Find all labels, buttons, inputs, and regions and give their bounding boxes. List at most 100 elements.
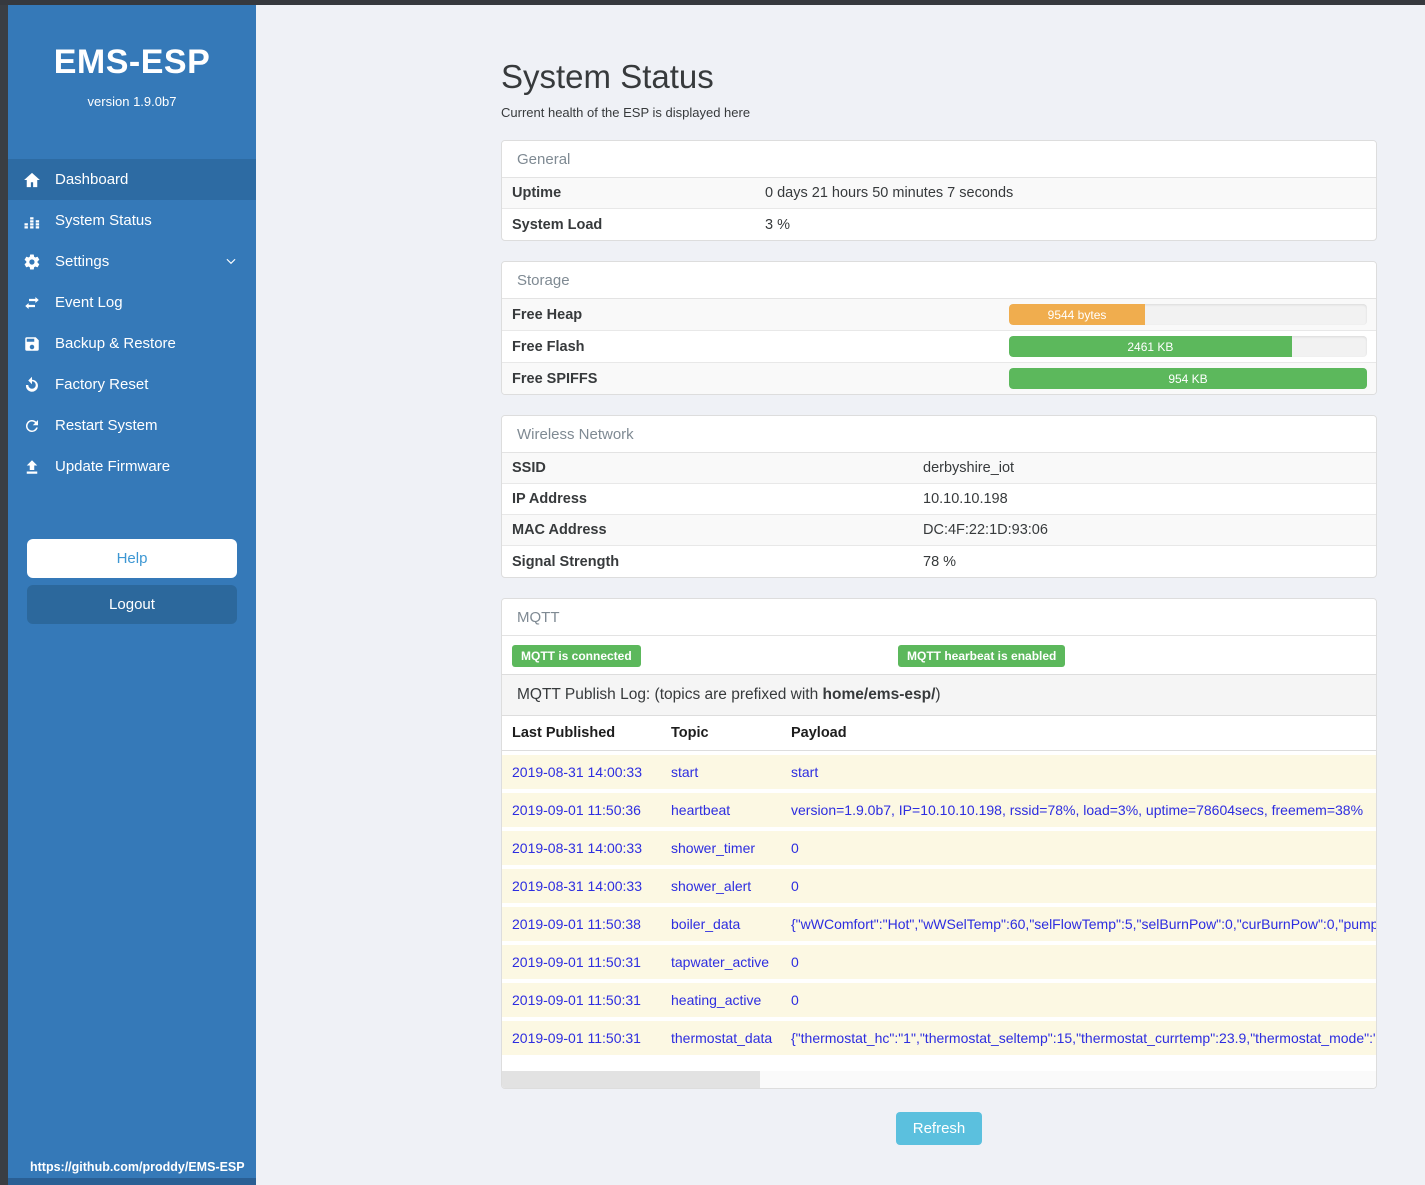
page-subtitle: Current health of the ESP is displayed h… (501, 105, 751, 120)
sidebar-item-dashboard[interactable]: Dashboard (8, 159, 256, 200)
cell-date: 2019-08-31 14:00:33 (512, 840, 642, 856)
app-title: EMS-ESP (53, 43, 211, 81)
table-row: Free Heap 9544 bytes (502, 299, 1376, 331)
wireless-panel: Wireless Network SSID derbyshire_iot IP … (501, 415, 1377, 578)
cell-payload: 0 (791, 954, 799, 970)
table-row: 2019-09-01 11:50:31 heating_active 0 (502, 979, 1376, 1017)
row-label: MAC Address (512, 522, 607, 538)
rotate-left-icon (22, 375, 42, 395)
sidebar-bottom-bar (8, 1178, 256, 1185)
refresh-icon (22, 416, 42, 436)
sidebar-item-label: Dashboard (55, 171, 129, 188)
sidebar-item-label: Event Log (55, 294, 123, 311)
sidebar-item-update-firmware[interactable]: Update Firmware (8, 446, 256, 487)
cell-date: 2019-09-01 11:50:31 (512, 992, 641, 1008)
sidebar-item-label: Settings (55, 253, 110, 270)
cell-payload: {"thermostat_hc":"1","thermostat_seltemp… (791, 1030, 1376, 1046)
table-row: 2019-09-01 11:50:36 heartbeat version=1.… (502, 789, 1376, 827)
table-row: Free Flash 2461 KB (502, 331, 1376, 363)
cell-date: 2019-08-31 14:00:33 (512, 878, 642, 894)
upload-icon (22, 457, 42, 477)
wireless-panel-title: Wireless Network (502, 416, 1376, 453)
main-content: System Status Current health of the ESP … (256, 5, 1425, 1185)
progress-label: 954 KB (1168, 371, 1208, 386)
row-value: derbyshire_iot (923, 460, 1015, 476)
cell-topic: heating_active (671, 992, 762, 1008)
cell-topic: start (671, 764, 699, 780)
table-row: 2019-08-31 14:00:33 start start (502, 751, 1376, 789)
general-panel-title: General (502, 141, 1376, 178)
sidebar-item-event-log[interactable]: Event Log (8, 282, 256, 323)
row-label: Free SPIFFS (512, 370, 598, 387)
mqtt-panel: MQTT MQTT is connected MQTT hearbeat is … (501, 598, 1377, 1089)
table-row: Signal Strength 78 % (502, 546, 1376, 577)
table-row: System Load 3 % (502, 209, 1376, 240)
column-header: Topic (671, 725, 709, 741)
sidebar-item-factory-reset[interactable]: Factory Reset (8, 364, 256, 405)
storage-panel: Storage Free Heap 9544 bytes Free Flash (501, 261, 1377, 395)
row-label: IP Address (512, 491, 587, 507)
table-row: Uptime 0 days 21 hours 50 minutes 7 seco… (502, 178, 1376, 209)
cell-payload: 0 (791, 878, 799, 894)
progress-bar-free-flash: 2461 KB (1009, 336, 1367, 357)
row-value: DC:4F:22:1D:93:06 (923, 522, 1048, 538)
mqtt-badges-row: MQTT is connected MQTT hearbeat is enabl… (502, 636, 1376, 674)
cell-topic: heartbeat (671, 802, 731, 818)
sidebar-item-restart-system[interactable]: Restart System (8, 405, 256, 446)
row-label: Uptime (512, 185, 562, 201)
mqtt-publish-log-heading: MQTT Publish Log: (topics are prefixed w… (502, 674, 1376, 716)
left-chrome-strip (0, 0, 8, 1185)
cell-date: 2019-09-01 11:50:31 (512, 954, 641, 970)
scrollbar-thumb[interactable] (502, 1071, 760, 1088)
gear-icon (22, 252, 42, 272)
logout-button[interactable]: Logout (27, 585, 237, 624)
cell-date: 2019-09-01 11:50:36 (512, 802, 641, 818)
sidebar-item-backup-restore[interactable]: Backup & Restore (8, 323, 256, 364)
row-value: 0 days 21 hours 50 minutes 7 seconds (765, 185, 1014, 201)
mqtt-log-table: Last Published Topic Payload 2019-08-31 … (502, 716, 1376, 1055)
system-status-icon (22, 211, 42, 231)
cell-topic: tapwater_active (671, 954, 770, 970)
general-panel: General Uptime 0 days 21 hours 50 minute… (501, 140, 1377, 241)
page-title: System Status (501, 58, 714, 95)
row-label: SSID (512, 460, 546, 476)
sidebar-item-label: System Status (55, 212, 152, 229)
app-version: version 1.9.0b7 (87, 94, 177, 109)
column-header: Payload (791, 725, 847, 741)
row-value: 78 % (923, 553, 957, 570)
github-link[interactable]: https://github.com/proddy/EMS-ESP (30, 1160, 245, 1174)
cell-payload: {"wWComfort":"Hot","wWSelTemp":60,"selFl… (791, 916, 1376, 932)
row-label: Free Heap (512, 306, 583, 323)
table-row: IP Address 10.10.10.198 (502, 484, 1376, 515)
cell-topic: shower_timer (671, 840, 756, 856)
table-row: 2019-09-01 11:50:31 tapwater_active 0 (502, 941, 1376, 979)
cell-topic: shower_alert (671, 878, 752, 894)
table-row: Free SPIFFS 954 KB (502, 363, 1376, 394)
sidebar-item-label: Restart System (55, 417, 158, 434)
sidebar-item-system-status[interactable]: System Status (8, 200, 256, 241)
refresh-button[interactable]: Refresh (895, 1112, 983, 1145)
table-row: SSID derbyshire_iot (502, 453, 1376, 484)
exchange-icon (22, 293, 42, 313)
sidebar-item-settings[interactable]: Settings (8, 241, 256, 282)
sidebar-item-label: Backup & Restore (55, 335, 176, 352)
sidebar-item-label: Factory Reset (55, 376, 149, 393)
table-bottom-spacer (502, 1055, 1376, 1071)
cell-topic: boiler_data (671, 916, 741, 932)
cell-date: 2019-09-01 11:50:38 (512, 916, 641, 932)
cell-date: 2019-08-31 14:00:33 (512, 764, 642, 780)
chevron-down-icon (224, 254, 238, 272)
progress-label: 2461 KB (1127, 339, 1174, 354)
row-value: 3 % (765, 216, 790, 233)
save-icon (22, 334, 42, 354)
storage-panel-title: Storage (502, 262, 1376, 299)
mqtt-connected-badge: MQTT is connected (512, 645, 641, 667)
row-label: System Load (512, 216, 603, 233)
column-header: Last Published (512, 725, 616, 741)
mqtt-panel-title: MQTT (502, 599, 1376, 636)
progress-fill: 954 KB (1009, 368, 1367, 389)
cell-date: 2019-09-01 11:50:31 (512, 1030, 641, 1046)
sidebar: EMS-ESP version 1.9.0b7 Dashboard System… (8, 5, 256, 1185)
help-button[interactable]: Help (27, 539, 237, 578)
cell-payload: 0 (791, 840, 799, 856)
